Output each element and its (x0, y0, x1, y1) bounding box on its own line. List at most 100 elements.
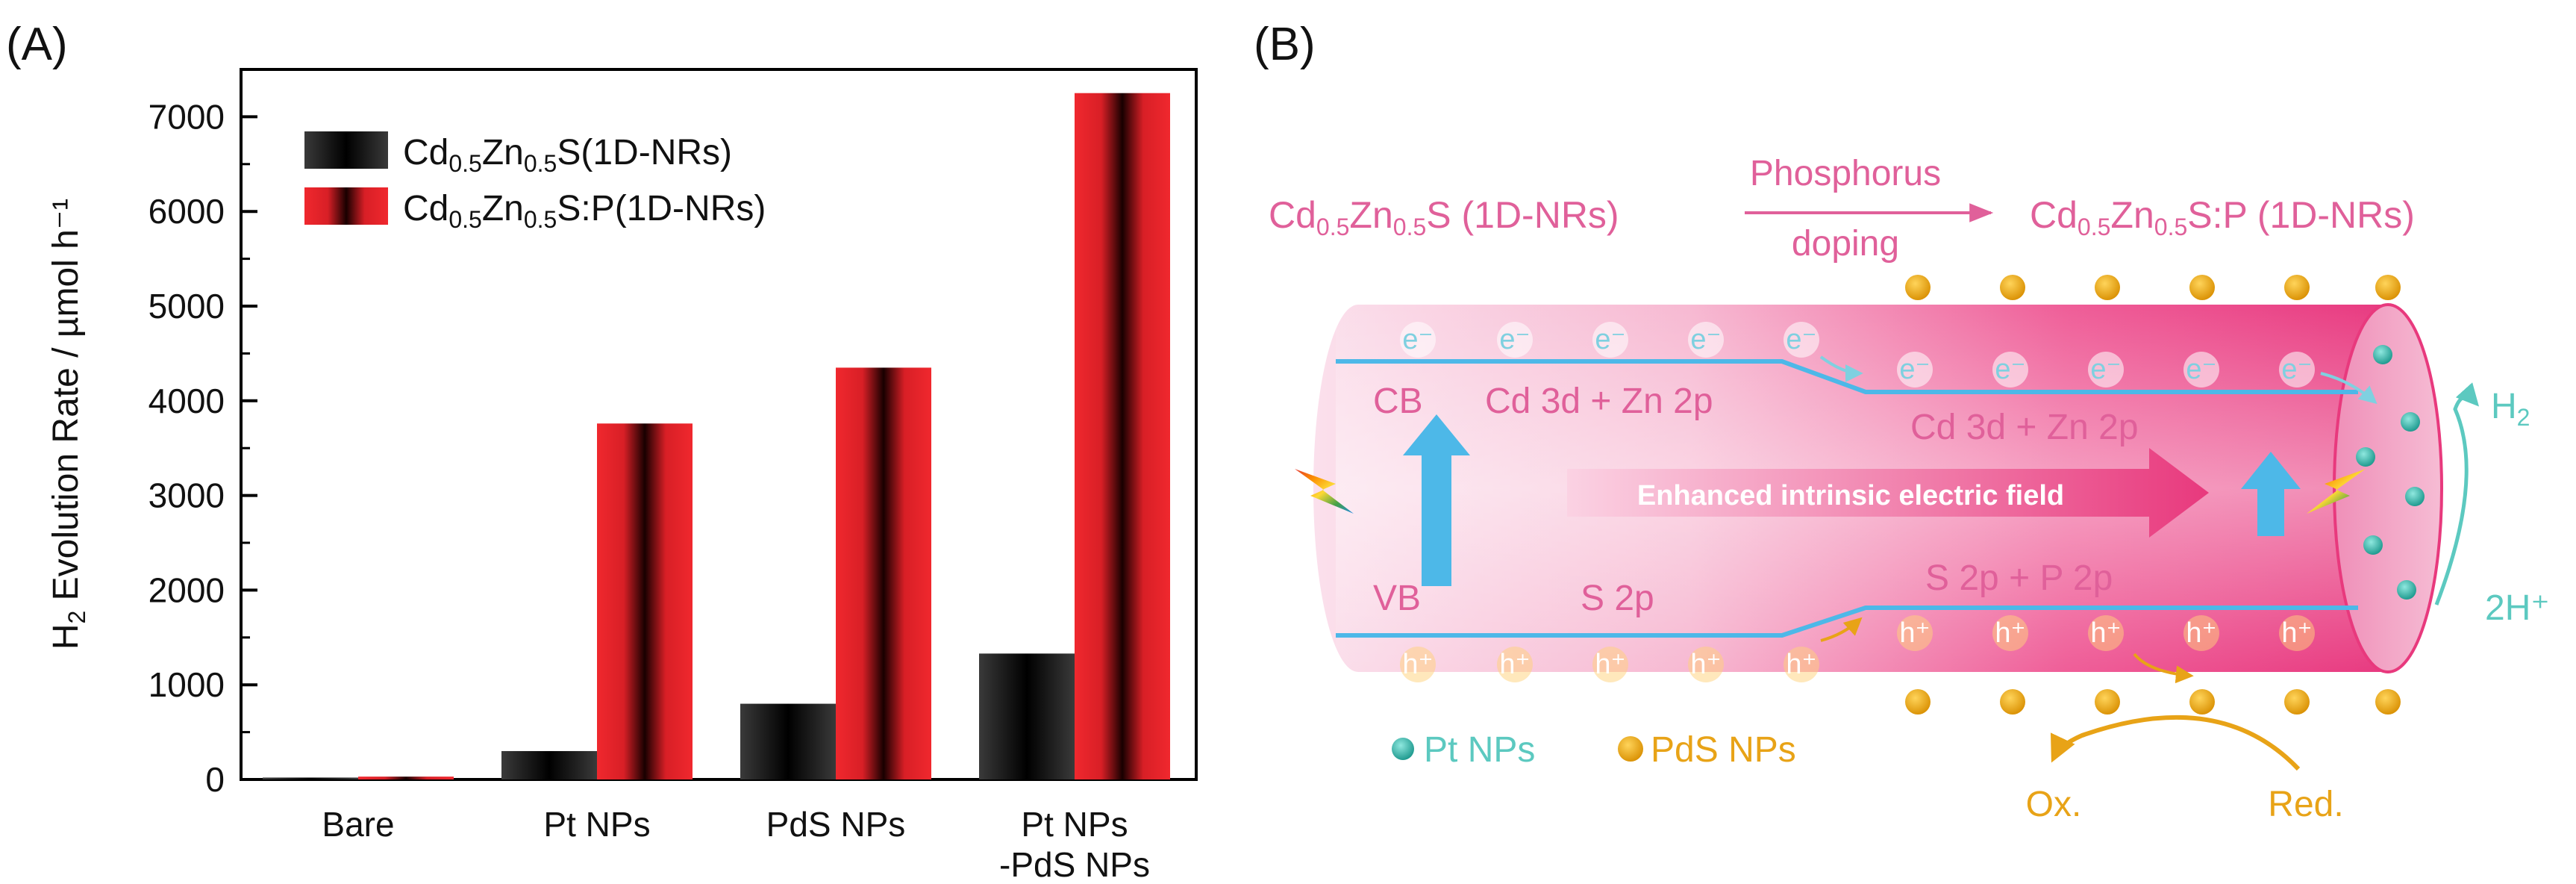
legend-swatch-bare (304, 131, 388, 169)
y-axis-label-main: H (46, 624, 86, 650)
electron-label: e⁻ (1402, 324, 1433, 355)
pds-np-icon (1905, 275, 1931, 300)
pds-np-icon (2375, 689, 2401, 715)
hole-label: h⁺ (1995, 617, 2025, 649)
x-axis: Bare Pt NPs PdS NPs Pt NPs -PdS NPs (322, 805, 1150, 884)
electron-label: e⁻ (1595, 324, 1625, 355)
excitation-arrow-left (1403, 414, 1470, 586)
electron-glow (1897, 352, 1933, 387)
legend-pds-icon (1618, 736, 1643, 762)
electric-field-arrow (1567, 448, 2209, 538)
hole-glow (1897, 615, 1933, 651)
electron-label: e⁻ (1899, 354, 1930, 385)
bar-doped (597, 423, 693, 779)
y-axis-label-sub: 2 (63, 611, 90, 624)
pt-np-icon (2405, 487, 2425, 506)
electron-glow (1497, 322, 1533, 358)
h2-evolution-arrow (2434, 382, 2480, 606)
proton-label: 2H⁺ (2485, 588, 2550, 628)
cb-left-orbital: Cd 3d + Zn 2p (1485, 382, 1713, 421)
y-axis-label: H2 Evolution Rate / µmol h⁻¹ (46, 199, 90, 650)
pds-np-icon (2284, 689, 2310, 715)
nanorod: Enhanced intrinsic electric field CB VB … (1295, 275, 2443, 715)
hole-glow (1992, 615, 2028, 651)
cb-right-orbital: Cd 3d + Zn 2p (1910, 408, 2139, 447)
cb-label: CB (1373, 382, 1423, 421)
x-category-label: Pt NPs -PdS NPs (999, 805, 1150, 884)
y-tick-label: 0 (205, 760, 225, 799)
legend-pt-label: Pt NPs (1424, 730, 1535, 770)
hole-label: h⁺ (1899, 617, 1930, 649)
bars (263, 93, 1170, 779)
pds-nps-bottom (1905, 689, 2401, 715)
hole-label: h⁺ (1786, 649, 1816, 680)
left-material-label: Cd0.5Zn0.5S (1D-NRs) (1269, 194, 1619, 240)
electron-label: e⁻ (1690, 324, 1721, 355)
electron-label: e⁻ (1499, 324, 1530, 355)
electron-label: e⁻ (2090, 354, 2121, 385)
doping-arrow-bottom-label: doping (1792, 224, 1899, 264)
legend-swatch-doped (304, 187, 388, 225)
y-tick-label: 7000 (149, 97, 225, 136)
bar-undoped (740, 703, 836, 779)
panel-a-label: (A) (6, 19, 68, 70)
hole-glow (1592, 647, 1628, 682)
x-category-label: PdS NPs (766, 805, 906, 844)
pds-nps-top (1905, 275, 2401, 300)
hole-glow (2279, 615, 2315, 651)
hole-transfer-arrow (1820, 617, 1863, 642)
hole-label: h⁺ (2090, 617, 2121, 649)
y-tick-label: 1000 (149, 665, 225, 704)
y-tick-label: 3000 (149, 476, 225, 515)
panel-b-label: (B) (1254, 19, 1316, 70)
pds-np-icon (2000, 275, 2025, 300)
hole-glow (2088, 615, 2124, 651)
pds-np-icon (2095, 275, 2120, 300)
light-bolt-right-icon (2307, 469, 2366, 514)
y-tick-label: 2000 (149, 570, 225, 609)
electron-glow (2088, 352, 2124, 387)
electron-glow (2183, 352, 2219, 387)
legend-pds-label: PdS NPs (1651, 730, 1796, 770)
pt-np-icon (2373, 345, 2392, 364)
y-axis: 0 1000 2000 3000 4000 5000 6000 7000 (149, 97, 257, 799)
vb-right-orbital: S 2p + P 2p (1925, 558, 2113, 598)
h2-label: H2 (2491, 387, 2530, 431)
pds-np-icon (1905, 689, 1931, 715)
cb-line (1336, 359, 2358, 394)
bar-chart: 0 1000 2000 3000 4000 5000 6000 7000 Bare Pt NPs… (46, 68, 1198, 884)
pds-np-icon (2189, 275, 2215, 300)
doping-arrow-top-label: Phosphorus (1750, 154, 1941, 193)
bar-doped (836, 367, 931, 779)
bar-doped (358, 776, 454, 779)
y-tick-label: 6000 (149, 192, 225, 231)
redox-arrow (2050, 715, 2301, 771)
right-material-label: Cd0.5Zn0.5S:P (1D-NRs) (2030, 194, 2415, 240)
hole-label: h⁺ (2281, 617, 2312, 649)
pds-np-icon (2284, 275, 2310, 300)
vb-line (1336, 606, 2358, 638)
hole-to-pds-arrow (2133, 653, 2194, 684)
electrons: e⁻ e⁻ e⁻ e⁻ e⁻ e⁻ e⁻ e⁻ e⁻ e⁻ (1400, 322, 2315, 387)
electron-label: e⁻ (2281, 354, 2312, 385)
electron-glow (1783, 322, 1819, 358)
electron-glow (2279, 352, 2315, 387)
red-label: Red. (2268, 785, 2343, 824)
vb-left-orbital: S 2p (1581, 579, 1654, 618)
pt-np-icon (2397, 580, 2416, 600)
pt-np-icon (2401, 412, 2420, 432)
hole-label: h⁺ (1595, 649, 1625, 680)
legend-pt-icon (1392, 738, 1414, 760)
electron-glow (1688, 322, 1724, 358)
x-category-label: Bare (322, 805, 394, 844)
hole-glow (1688, 647, 1724, 682)
pt-np-icon (2363, 535, 2383, 555)
light-bolt-left-icon (1295, 469, 1354, 514)
hole-label: h⁺ (1402, 649, 1433, 680)
legend-label-series-1: Cd0.5Zn0.5S(1D-NRs) (403, 133, 732, 177)
plot-frame (240, 68, 1198, 781)
hole-glow (1783, 647, 1819, 682)
ox-label: Ox. (2026, 785, 2082, 824)
pds-np-icon (2375, 275, 2401, 300)
